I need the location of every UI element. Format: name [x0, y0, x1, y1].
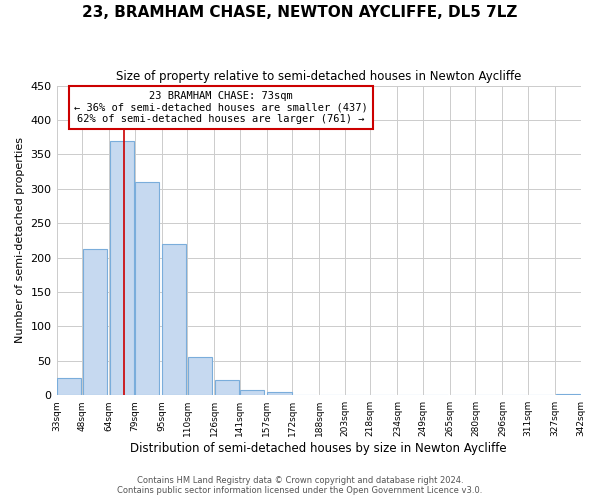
X-axis label: Distribution of semi-detached houses by size in Newton Aycliffe: Distribution of semi-detached houses by …	[130, 442, 507, 455]
Bar	[110, 140, 134, 395]
Text: 23 BRAMHAM CHASE: 73sqm
← 36% of semi-detached houses are smaller (437)
62% of s: 23 BRAMHAM CHASE: 73sqm ← 36% of semi-de…	[74, 91, 368, 124]
Text: Contains HM Land Registry data © Crown copyright and database right 2024.
Contai: Contains HM Land Registry data © Crown c…	[118, 476, 482, 495]
Y-axis label: Number of semi-detached properties: Number of semi-detached properties	[15, 138, 25, 344]
Bar	[556, 394, 580, 395]
Bar	[215, 380, 239, 395]
Bar	[83, 250, 107, 395]
Bar	[241, 390, 265, 395]
Bar	[188, 358, 212, 395]
Bar	[163, 244, 187, 395]
Bar	[57, 378, 81, 395]
Text: 23, BRAMHAM CHASE, NEWTON AYCLIFFE, DL5 7LZ: 23, BRAMHAM CHASE, NEWTON AYCLIFFE, DL5 …	[82, 5, 518, 20]
Bar	[135, 182, 159, 395]
Bar	[268, 392, 292, 395]
Title: Size of property relative to semi-detached houses in Newton Aycliffe: Size of property relative to semi-detach…	[116, 70, 521, 83]
